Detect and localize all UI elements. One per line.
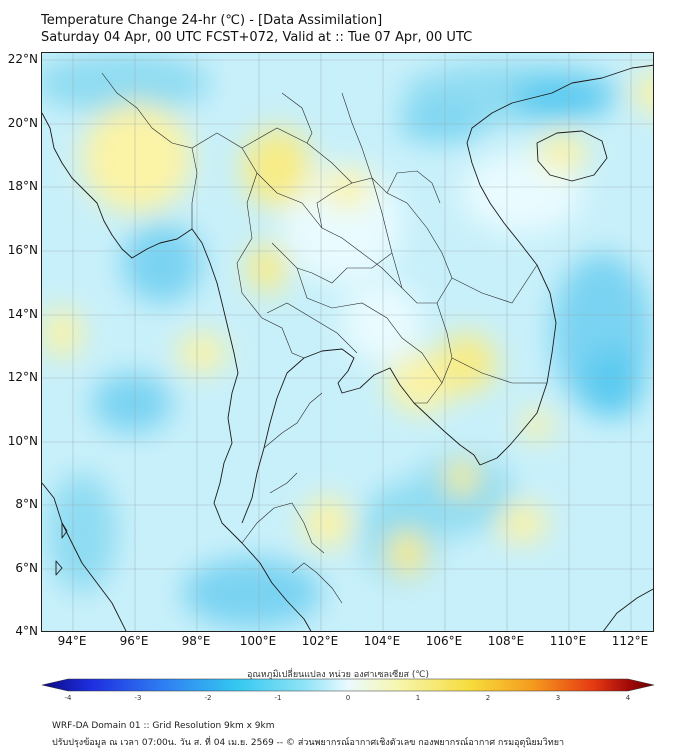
lon-label-106e: 106°E: [425, 634, 463, 648]
lat-label-8n: 8°N: [15, 497, 38, 511]
lat-label-18n: 18°N: [7, 179, 38, 193]
lon-label-110e: 110°E: [549, 634, 587, 648]
lat-label-10n: 10°N: [7, 434, 38, 448]
footer-model-info: WRF-DA Domain 01 :: Grid Resolution 9km …: [52, 721, 275, 731]
lon-label-96e: 96°E: [119, 634, 149, 648]
lat-label-4n: 4°N: [15, 624, 38, 638]
colorbar-tick: -1: [274, 694, 282, 702]
temperature-field: [42, 53, 653, 628]
colorbar-tick: 2: [485, 694, 491, 702]
colorbar-gradient: [41, 678, 655, 692]
title-line-2: Saturday 04 Apr, 00 UTC FCST+072, Valid …: [41, 30, 473, 45]
lon-label-108e: 108°E: [487, 634, 525, 648]
colorbar-title: อุณหภูมิเปลี่ยนแปลง หน่วย องศาเซลเซียส (…: [246, 670, 430, 680]
lat-label-16n: 16°N: [7, 243, 38, 257]
lat-label-6n: 6°N: [15, 561, 38, 575]
lat-label-12n: 12°N: [7, 370, 38, 384]
temperature-change-map: [42, 53, 653, 631]
map-title: Temperature Change 24-hr (℃) - [Data Ass…: [41, 12, 472, 46]
colorbar-tick: 4: [625, 694, 631, 702]
lon-label-94e: 94°E: [57, 634, 87, 648]
lat-label-14n: 14°N: [7, 307, 38, 321]
colorbar: [41, 678, 655, 692]
colorbar-tick: -4: [64, 694, 72, 702]
lon-label-102e: 102°E: [301, 634, 339, 648]
administrative-borders: [101, 72, 547, 604]
lon-label-104e: 104°E: [363, 634, 401, 648]
title-line-1: Temperature Change 24-hr (℃) - [Data Ass…: [41, 13, 383, 28]
colorbar-tick: -3: [134, 694, 142, 702]
lat-label-20n: 20°N: [7, 116, 38, 130]
colorbar-tick: -2: [204, 694, 212, 702]
lat-label-22n: 22°N: [7, 52, 38, 66]
lon-label-112e: 112°E: [611, 634, 649, 648]
coastlines: [42, 64, 653, 631]
map-panel[interactable]: [41, 52, 654, 632]
colorbar-tick: 1: [415, 694, 421, 702]
colorbar-tick: 0: [345, 694, 351, 702]
colorbar-tick: 3: [555, 694, 561, 702]
lon-label-98e: 98°E: [181, 634, 211, 648]
lon-label-100e: 100°E: [239, 634, 277, 648]
footer-credit: ปรับปรุงข้อมูล ณ เวลา 07:00น. วัน ส. ที่…: [52, 738, 565, 748]
